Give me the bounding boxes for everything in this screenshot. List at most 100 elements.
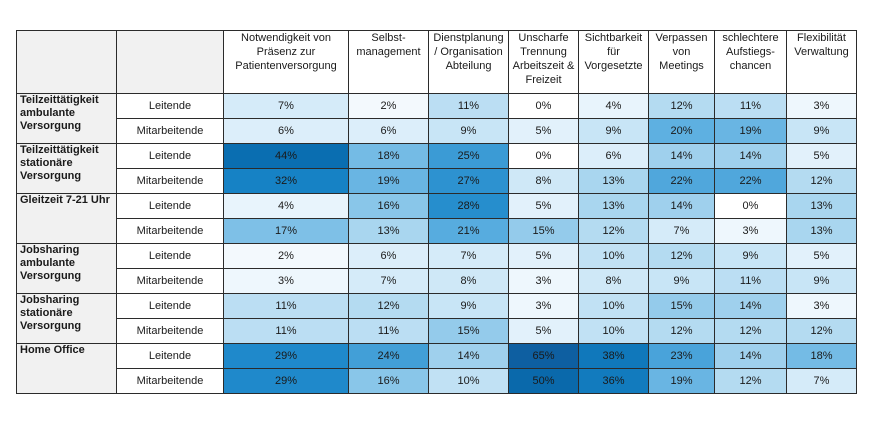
- heatmap-cell: 19%: [714, 118, 787, 144]
- heatmap-cell: 5%: [508, 243, 579, 269]
- row-role-label: Leitende: [116, 193, 224, 219]
- column-header: Unscharfe Trennung Arbeitszeit & Freizei…: [508, 30, 579, 94]
- column-header: Dienstplanung / Organisation Abteilung: [428, 30, 509, 94]
- heatmap-cell: 18%: [786, 343, 857, 369]
- heatmap-cell: 14%: [714, 143, 787, 169]
- heatmap-cell: 14%: [714, 293, 787, 319]
- row-role-label: Leitende: [116, 143, 224, 169]
- heatmap-cell: 10%: [578, 318, 649, 344]
- row-role-label: Mitarbeitende: [116, 318, 224, 344]
- row-group-label: Jobsharing stationäre Versorgung: [16, 293, 117, 344]
- heatmap-row: Mitarbeitende 3% 7% 8% 3% 8% 9% 11% 9%: [17, 268, 857, 294]
- heatmap-cell: 14%: [648, 193, 715, 219]
- heatmap-cell: 19%: [648, 368, 715, 394]
- column-header: schlechtere Aufstiegs-chancen: [714, 30, 787, 94]
- heatmap-cell: 14%: [648, 143, 715, 169]
- heatmap-row: Jobsharing stationäre Versorgung Leitende…: [16, 293, 857, 344]
- row-role-label: Mitarbeitende: [116, 218, 224, 244]
- row-role-label: Leitende: [116, 243, 224, 269]
- heatmap-cell: 36%: [578, 368, 649, 394]
- heatmap-cell: 8%: [578, 268, 649, 294]
- heatmap-cell: 10%: [578, 243, 649, 269]
- heatmap-cell: 12%: [578, 218, 649, 244]
- heatmap-cell: 3%: [508, 293, 579, 319]
- heatmap-cell: 3%: [223, 268, 349, 294]
- heatmap-cell: 12%: [648, 243, 715, 269]
- heatmap-cell: 25%: [428, 143, 509, 169]
- row-group-label: Gleitzeit 7-21 Uhr: [16, 193, 117, 244]
- heatmap-cell: 9%: [648, 268, 715, 294]
- heatmap-cell: 32%: [223, 168, 349, 194]
- heatmap-cell: 28%: [428, 193, 509, 219]
- row-group-label: Teilzeittätigkeit stationäre Versorgung: [16, 143, 117, 194]
- heatmap-cell: 23%: [648, 343, 715, 369]
- heatmap-cell: 22%: [714, 168, 787, 194]
- heatmap-cell: 9%: [578, 118, 649, 144]
- heatmap-cell: 50%: [508, 368, 579, 394]
- heatmap-cell: 12%: [714, 368, 787, 394]
- heatmap-cell: 7%: [348, 268, 429, 294]
- heatmap-cell: 6%: [348, 243, 429, 269]
- heatmap-cell: 2%: [223, 243, 349, 269]
- heatmap-cell: 65%: [508, 343, 579, 369]
- heatmap-cell: 0%: [714, 193, 787, 219]
- heatmap-row: Mitarbeitende 32% 19% 27% 8% 13% 22% 22% 12%: [17, 168, 857, 194]
- heatmap-cell: 7%: [223, 93, 349, 119]
- heatmap-cell: 11%: [223, 318, 349, 344]
- column-header: Sichtbarkeit für Vorgesetzte: [578, 30, 649, 94]
- heatmap-cell: 4%: [578, 93, 649, 119]
- heatmap-row: Home Office Leitende 29% 24% 14% 65% 38% 23% 14%…: [16, 343, 857, 394]
- heatmap-cell: 14%: [428, 343, 509, 369]
- corner-cell: [16, 30, 117, 94]
- row-role-label: Mitarbeitende: [116, 118, 224, 144]
- heatmap-row: Teilzeittätigkeit stationäre Versorgung L…: [16, 143, 857, 194]
- column-header: Flexibilität Verwaltung: [786, 30, 857, 94]
- heatmap-cell: 5%: [508, 193, 579, 219]
- heatmap-cell: 6%: [578, 143, 649, 169]
- row-role-label: Mitarbeitende: [116, 268, 224, 294]
- heatmap-cell: 13%: [348, 218, 429, 244]
- row-role-label: Leitende: [116, 293, 224, 319]
- heatmap-cell: 8%: [428, 268, 509, 294]
- heatmap-table: Notwendigkeit von Präsenz zur Patientenv…: [16, 30, 857, 394]
- heatmap-cell: 6%: [348, 118, 429, 144]
- heatmap-cell: 9%: [714, 243, 787, 269]
- heatmap-cell: 12%: [786, 168, 857, 194]
- column-header: Verpassen von Meetings: [648, 30, 715, 94]
- heatmap-cell: 7%: [786, 368, 857, 394]
- row-role-label: Mitarbeitende: [116, 368, 224, 394]
- heatmap-cell: 0%: [508, 93, 579, 119]
- heatmap-cell: 10%: [578, 293, 649, 319]
- row-group-label: Home Office: [16, 343, 117, 394]
- heatmap-cell: 29%: [223, 368, 349, 394]
- row-group-label: Jobsharing ambulante Versorgung: [16, 243, 117, 294]
- heatmap-cell: 12%: [648, 318, 715, 344]
- heatmap-row: Jobsharing ambulante Versorgung Leitende 2…: [16, 243, 857, 294]
- column-header-row: Notwendigkeit von Präsenz zur Patientenv…: [16, 30, 857, 94]
- heatmap-row: Mitarbeitende 6% 6% 9% 5% 9% 20% 19% 9%: [17, 118, 857, 144]
- heatmap-cell: 4%: [223, 193, 349, 219]
- heatmap-cell: 5%: [786, 243, 857, 269]
- heatmap-cell: 5%: [508, 318, 579, 344]
- heatmap-cell: 16%: [348, 368, 429, 394]
- heatmap-cell: 10%: [428, 368, 509, 394]
- heatmap-cell: 20%: [648, 118, 715, 144]
- heatmap-cell: 12%: [348, 293, 429, 319]
- heatmap-cell: 15%: [648, 293, 715, 319]
- heatmap-cell: 22%: [648, 168, 715, 194]
- row-role-label: Leitende: [116, 93, 224, 119]
- heatmap-row: Mitarbeitende 29% 16% 10% 50% 36% 19% 12% 7%: [17, 368, 857, 394]
- heatmap-cell: 12%: [714, 318, 787, 344]
- heatmap-row: Mitarbeitende 17% 13% 21% 15% 12% 7% 3% 13%: [17, 218, 857, 244]
- row-group-label: Teilzeittätigkeit ambulante Versorgung: [16, 93, 117, 144]
- heatmap-cell: 12%: [648, 93, 715, 119]
- heatmap-cell: 9%: [786, 118, 857, 144]
- heatmap-cell: 19%: [348, 168, 429, 194]
- heatmap-cell: 3%: [714, 218, 787, 244]
- heatmap-cell: 44%: [223, 143, 349, 169]
- heatmap-cell: 9%: [428, 293, 509, 319]
- heatmap-cell: 18%: [348, 143, 429, 169]
- heatmap-cell: 15%: [508, 218, 579, 244]
- heatmap-row: Gleitzeit 7-21 Uhr Leitende 4% 16% 28% 5% 13% 1…: [16, 193, 857, 244]
- heatmap-cell: 21%: [428, 218, 509, 244]
